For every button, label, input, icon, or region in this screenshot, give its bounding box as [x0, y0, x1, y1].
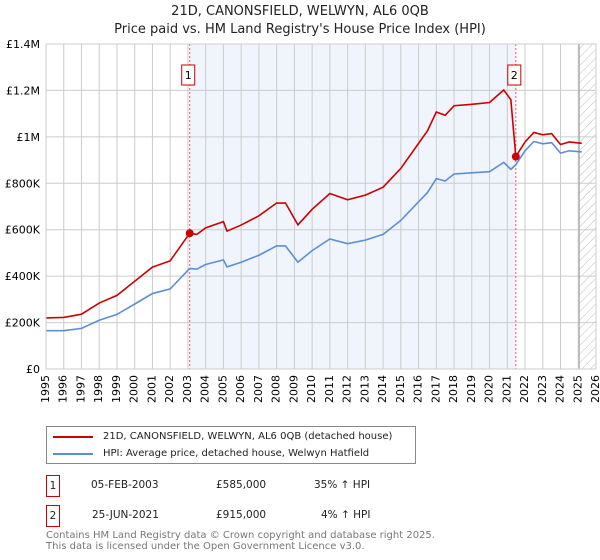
- x-tick-label: 2016: [412, 375, 425, 403]
- sale-price: £915,000: [216, 509, 267, 521]
- sale-period-shading: [189, 44, 516, 369]
- sale-hpi-diff: 4% ↑ HPI: [321, 509, 371, 521]
- x-tick-label: 2022: [518, 375, 531, 403]
- x-tick-label: 2017: [429, 375, 442, 403]
- y-tick-label: £1.2M: [6, 84, 40, 97]
- x-tick-label: 2024: [554, 375, 567, 403]
- plot-area: 1995 1996 1997 1998 1999 2000 2001 2002 2003 2004…: [5, 38, 600, 403]
- hpi-line: [46, 140, 582, 332]
- price-paid-line: [45, 88, 582, 319]
- y-tick-label: £600K: [5, 224, 41, 237]
- x-tick-label: 2018: [447, 375, 460, 403]
- x-tick-label: 2010: [305, 375, 318, 403]
- sale-label-box: [507, 64, 522, 86]
- y-tick-label: £200K: [5, 317, 41, 330]
- x-tick-label: 1998: [92, 375, 105, 403]
- y-tick-label: £400K: [5, 270, 41, 283]
- x-tick-label: 2020: [483, 375, 496, 403]
- x-tick-label: 1997: [74, 375, 87, 403]
- x-tick-label: 2019: [465, 375, 478, 403]
- y-tick-label: £1M: [17, 131, 41, 144]
- legend-label-hpi: HPI: Average price, detached house, Welw…: [103, 448, 370, 459]
- x-tick-label: 1995: [39, 375, 52, 403]
- x-tick-label: 2007: [252, 375, 265, 403]
- x-tick-label: 2009: [287, 375, 300, 403]
- sale-row: 2 25-JUN-2021 £915,000 4% ↑ HPI: [46, 505, 446, 527]
- footer-copyright: Contains HM Land Registry data © Crown c…: [46, 530, 435, 541]
- x-tick-label: 2000: [128, 375, 141, 403]
- forecast-hatch: [579, 44, 596, 369]
- footer: Contains HM Land Registry data © Crown c…: [46, 530, 435, 552]
- x-tick-label: 2012: [341, 375, 354, 403]
- footer-licence: This data is licensed under the Open Gov…: [46, 541, 365, 552]
- sale-price: £585,000: [216, 479, 267, 491]
- x-tick-label: 2011: [323, 375, 336, 403]
- sale-label: 1: [185, 69, 192, 82]
- x-tick-label: 2014: [376, 375, 389, 403]
- sale-hpi-diff: 35% ↑ HPI: [314, 479, 371, 491]
- x-tick-label: 2001: [145, 375, 158, 403]
- x-tick-label: 2004: [199, 375, 212, 403]
- chart-title: 21D, CANONSFIELD, WELWYN, AL6 0QB: [171, 4, 429, 19]
- x-tick-label: 2021: [500, 375, 513, 403]
- x-tick-label: 1996: [57, 375, 70, 403]
- x-tick-label: 2003: [181, 375, 194, 403]
- sale-point: [511, 152, 520, 161]
- sale-date: 05-FEB-2003: [91, 479, 159, 491]
- x-tick-label: 2006: [234, 375, 247, 403]
- y-tick-label: £800K: [5, 177, 41, 190]
- sale-row: 1 05-FEB-2003 £585,000 35% ↑ HPI: [46, 475, 446, 497]
- plot-border: [45, 43, 597, 370]
- legend: 21D, CANONSFIELD, WELWYN, AL6 0QB (detac…: [46, 426, 416, 464]
- x-tick-label: 2005: [216, 375, 229, 403]
- x-tick-label: 2023: [536, 375, 549, 403]
- x-tick-label: 2008: [270, 375, 283, 403]
- x-tick-label: 2026: [589, 375, 600, 403]
- sale-label: 2: [511, 69, 518, 82]
- sale-date: 25-JUN-2021: [92, 509, 159, 521]
- sale-marker-badge: 2: [46, 505, 60, 527]
- sale-marker-badge: 1: [46, 475, 60, 497]
- x-tick-label: 2025: [571, 375, 584, 403]
- x-tick-label: 2002: [163, 375, 176, 403]
- legend-label-property: 21D, CANONSFIELD, WELWYN, AL6 0QB (detac…: [103, 431, 393, 442]
- sale-point: [185, 229, 194, 238]
- x-tick-label: 1999: [110, 375, 123, 403]
- legend-blue-line: [53, 452, 93, 455]
- chart-subtitle: Price paid vs. HM Land Registry's House …: [114, 22, 486, 37]
- sale-label-box: [181, 64, 196, 86]
- y-tick-label: £1.4M: [6, 38, 40, 51]
- y-tick-label: £0: [26, 363, 40, 376]
- legend-red-line: [53, 435, 93, 438]
- x-tick-label: 2015: [394, 375, 407, 403]
- x-tick-label: 2013: [358, 375, 371, 403]
